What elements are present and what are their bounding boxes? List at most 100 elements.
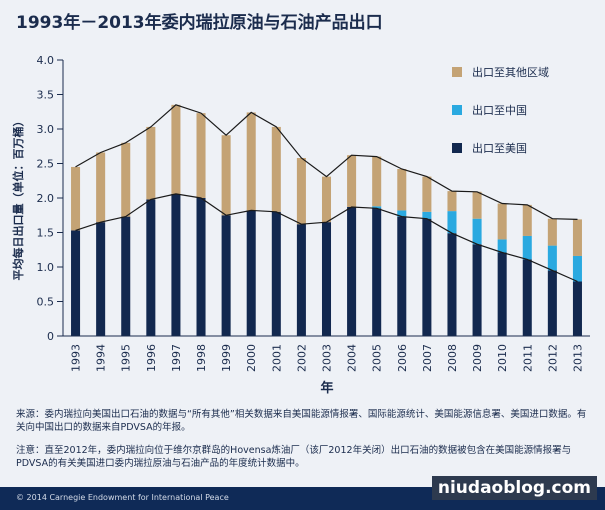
bar-other: [71, 166, 81, 231]
bar-other: [271, 126, 281, 212]
bar-china: [372, 206, 382, 209]
bar-other: [447, 191, 457, 212]
bar-us: [347, 206, 357, 336]
x-tick-label: 2009: [471, 344, 484, 372]
bar-china: [497, 239, 507, 253]
x-tick-label: 1999: [220, 344, 233, 372]
copyright-text: © 2014 Carnegie Endowment for Internatio…: [16, 493, 229, 502]
chart-title: 1993年－2013年委内瑞拉原油与石油产品出口: [16, 13, 383, 33]
bar-other: [522, 204, 532, 236]
bar-us: [397, 216, 407, 336]
y-axis-label: 平均每日出口量（单位：百万桶）: [11, 116, 25, 281]
x-tick-label: 1993: [70, 344, 83, 372]
bar-china: [522, 235, 532, 260]
bar-other: [321, 176, 332, 223]
legend-label-china: 出口至中国: [472, 104, 527, 117]
x-tick-label: 2003: [321, 344, 334, 372]
y-tick-label: 4.0: [37, 54, 55, 67]
bar-other: [472, 191, 482, 219]
bar-other: [171, 104, 181, 194]
legend-item-other: 出口至其他区域: [452, 64, 549, 80]
x-axis: 1993 1994 1995 1996 1997 1998 1999 2000 2001 2002…: [70, 344, 585, 372]
us-line: [75, 193, 578, 283]
chart-area: 0 0.5 1.0 1.5 2.0 2.5 3.0 3.5 4.0 1993 1994 1995 19…: [0, 44, 605, 404]
legend-label-us: 出口至美国: [472, 142, 527, 155]
x-tick-label: 2011: [521, 344, 534, 372]
legend-swatch-china: [452, 105, 462, 115]
watermark: niudaoblog.com: [431, 476, 597, 500]
x-tick-label: 2008: [446, 344, 459, 372]
source-note: 来源：委内瑞拉向美国出口石油的数据与“所有其他”相关数据来自美国能源情报署、国际…: [16, 409, 587, 433]
bar-other: [146, 126, 156, 200]
bar-other: [96, 152, 106, 223]
y-tick-label: 0.5: [37, 296, 55, 309]
bar-us: [271, 211, 281, 336]
y-tick-label: 2.0: [37, 192, 55, 205]
y-tick-label: 1.5: [37, 227, 55, 240]
x-tick-label: 1998: [195, 344, 208, 372]
bar-other: [221, 135, 231, 216]
x-tick-label: 1996: [145, 344, 158, 372]
bar-other: [296, 157, 306, 225]
x-axis-label: 年: [320, 380, 333, 396]
bar-us: [522, 259, 532, 336]
bar-china: [472, 218, 482, 245]
stacked-bar-chart: 00.51.01.52.02.53.03.54.0 1993 1994 1995 19…: [11, 54, 590, 396]
bar-us: [196, 198, 206, 336]
bar-us: [246, 210, 256, 336]
bar-us: [422, 218, 432, 336]
total-line: [75, 104, 578, 220]
x-tick-label: 1994: [95, 344, 108, 372]
legend-swatch-other: [452, 67, 462, 77]
x-tick-label: 2004: [346, 344, 359, 372]
bar-us: [497, 252, 507, 336]
bar-other: [547, 218, 557, 246]
bar-other: [347, 155, 357, 207]
x-tick-label: 2001: [270, 344, 283, 372]
x-tick-label: 2007: [421, 344, 434, 372]
y-tick-label: 3.0: [37, 123, 55, 136]
y-tick-label: 1.0: [37, 261, 55, 274]
bar-other: [196, 113, 206, 198]
bar-us: [96, 222, 106, 336]
y-tick-label: 0: [47, 330, 54, 343]
x-tick-label: 2002: [295, 344, 308, 372]
bar-other: [397, 169, 407, 211]
legend-swatch-us: [452, 143, 462, 153]
bar-us: [547, 270, 557, 336]
bar-us: [472, 244, 482, 336]
x-tick-label: 1997: [170, 344, 183, 372]
y-tick-label: 2.5: [37, 158, 55, 171]
bar-other: [121, 142, 131, 217]
bar-china: [397, 210, 407, 217]
bar-us: [321, 222, 332, 336]
bar-china: [422, 211, 432, 219]
x-tick-label: 1995: [120, 344, 133, 372]
bar-other: [497, 203, 507, 240]
bar-other: [372, 156, 382, 207]
bar-us: [296, 224, 306, 336]
legend-item-china: 出口至中国: [452, 102, 527, 118]
bar-us: [71, 230, 81, 336]
x-tick-label: 2010: [496, 344, 509, 372]
bar-us: [171, 193, 181, 336]
bar-other: [572, 219, 582, 256]
x-tick-label: 2005: [371, 344, 384, 372]
bars: [71, 104, 582, 336]
x-tick-label: 2000: [245, 344, 258, 372]
x-tick-label: 2013: [572, 344, 585, 372]
x-tick-label: 2006: [396, 344, 409, 372]
footnote: 注意：直至2012年，委内瑞拉向位于维尔京群岛的Hovensa炼油厂（该厂201…: [16, 445, 572, 469]
bar-us: [372, 208, 382, 336]
bar-china: [572, 255, 582, 282]
bar-china: [447, 211, 457, 234]
legend-item-us: 出口至美国: [452, 140, 527, 156]
bar-china: [547, 245, 557, 271]
bar-us: [146, 199, 156, 336]
bar-us: [121, 216, 131, 336]
x-tick-label: 2012: [546, 344, 559, 372]
bar-other: [422, 176, 432, 212]
bar-us: [221, 215, 231, 336]
bar-other: [246, 112, 256, 211]
